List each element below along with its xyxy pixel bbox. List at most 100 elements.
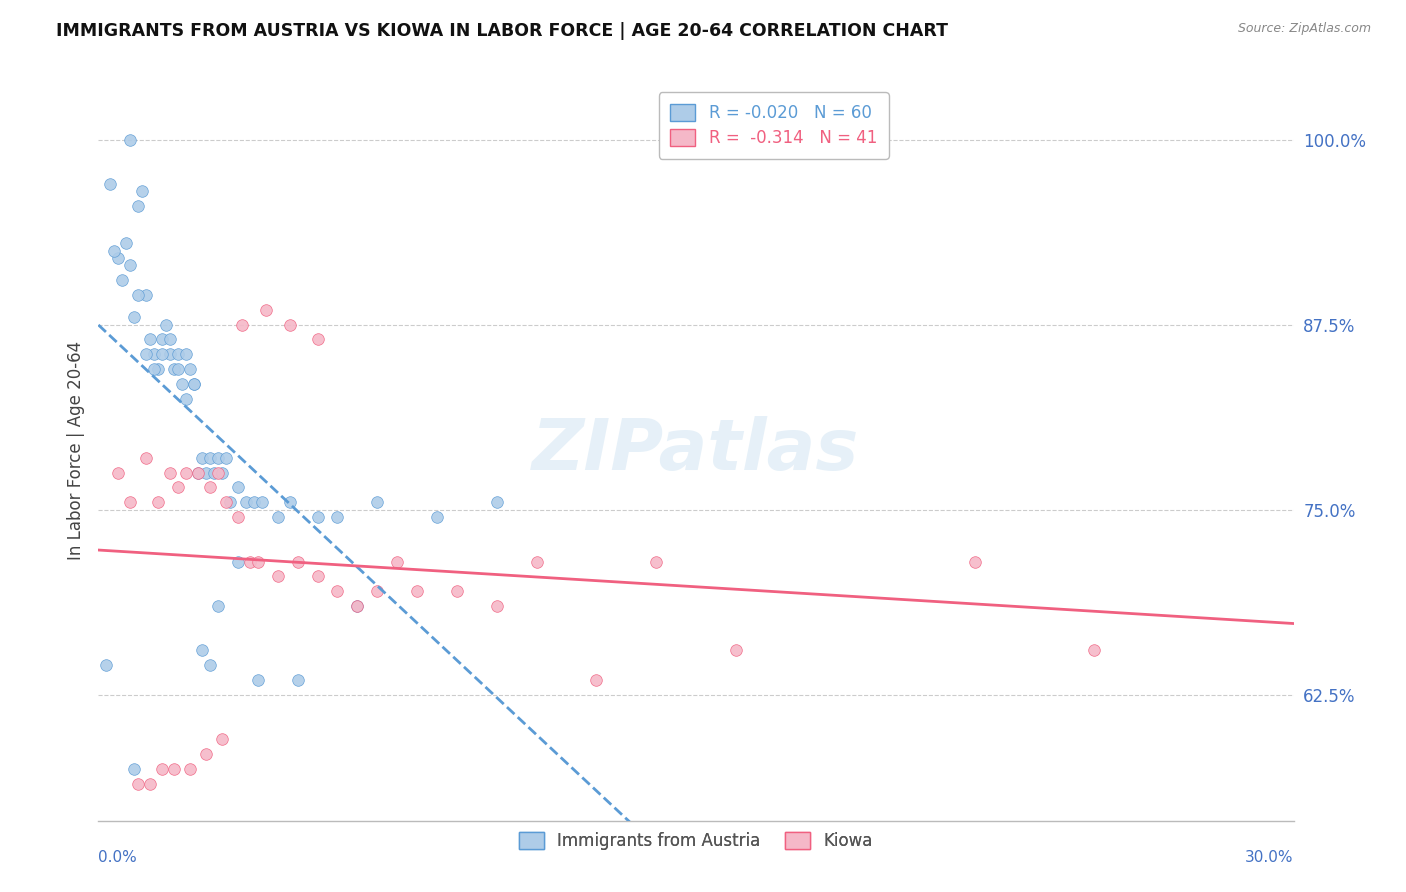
Point: [120, 259, 142, 273]
Point: [366, 584, 388, 599]
Point: [526, 555, 548, 569]
Point: [207, 599, 229, 613]
Point: [246, 673, 269, 687]
Point: [202, 466, 225, 480]
Point: [485, 599, 508, 613]
Point: [139, 777, 162, 791]
Text: 30.0%: 30.0%: [1246, 850, 1294, 865]
Point: [135, 288, 157, 302]
Point: [226, 555, 249, 569]
Point: [385, 555, 409, 569]
Point: [278, 318, 301, 332]
Point: [148, 495, 170, 509]
Point: [226, 481, 249, 495]
Point: [174, 347, 197, 361]
Point: [198, 658, 221, 673]
Point: [406, 584, 429, 599]
Point: [645, 555, 668, 569]
Point: [231, 318, 253, 332]
Point: [150, 333, 173, 347]
Point: [1083, 643, 1105, 657]
Point: [135, 347, 157, 361]
Point: [239, 555, 262, 569]
Point: [485, 495, 508, 509]
Point: [96, 658, 118, 673]
Point: [254, 302, 277, 317]
Point: [103, 244, 125, 258]
Point: [198, 481, 221, 495]
Point: [159, 466, 181, 480]
Point: [195, 747, 218, 761]
Point: [124, 762, 146, 776]
Point: [346, 599, 368, 613]
Point: [207, 466, 229, 480]
Text: 0.0%: 0.0%: [98, 850, 138, 865]
Point: [167, 347, 190, 361]
Point: [127, 199, 149, 213]
Text: IMMIGRANTS FROM AUSTRIA VS KIOWA IN LABOR FORCE | AGE 20-64 CORRELATION CHART: IMMIGRANTS FROM AUSTRIA VS KIOWA IN LABO…: [56, 22, 948, 40]
Point: [215, 495, 238, 509]
Point: [191, 643, 214, 657]
Point: [143, 347, 166, 361]
Point: [174, 392, 197, 406]
Point: [155, 318, 177, 332]
Y-axis label: In Labor Force | Age 20-64: In Labor Force | Age 20-64: [66, 341, 84, 560]
Point: [366, 495, 388, 509]
Point: [446, 584, 468, 599]
Point: [115, 236, 138, 251]
Point: [287, 555, 309, 569]
Point: [426, 510, 449, 524]
Point: [243, 495, 266, 509]
Point: [124, 310, 146, 325]
Point: [183, 376, 205, 391]
Point: [191, 450, 214, 465]
Point: [250, 495, 273, 509]
Point: [963, 555, 986, 569]
Point: [159, 347, 181, 361]
Point: [111, 273, 134, 287]
Point: [267, 510, 290, 524]
Point: [179, 762, 201, 776]
Point: [148, 362, 170, 376]
Point: [246, 555, 269, 569]
Text: ZIPatlas: ZIPatlas: [533, 416, 859, 485]
Point: [346, 599, 368, 613]
Point: [187, 466, 209, 480]
Point: [195, 466, 218, 480]
Point: [163, 762, 186, 776]
Point: [163, 362, 186, 376]
Point: [183, 376, 205, 391]
Point: [107, 251, 129, 265]
Point: [98, 177, 122, 191]
Point: [187, 466, 209, 480]
Point: [139, 333, 162, 347]
Point: [307, 569, 329, 583]
Point: [167, 362, 190, 376]
Point: [226, 510, 249, 524]
Point: [150, 762, 173, 776]
Point: [135, 450, 157, 465]
Point: [150, 347, 173, 361]
Point: [127, 777, 149, 791]
Point: [159, 333, 181, 347]
Point: [179, 362, 201, 376]
Point: [219, 495, 242, 509]
Legend: Immigrants from Austria, Kiowa: Immigrants from Austria, Kiowa: [512, 825, 880, 856]
Point: [172, 376, 194, 391]
Text: Source: ZipAtlas.com: Source: ZipAtlas.com: [1237, 22, 1371, 36]
Point: [174, 466, 197, 480]
Point: [267, 569, 290, 583]
Point: [326, 510, 349, 524]
Point: [198, 450, 221, 465]
Point: [278, 495, 301, 509]
Point: [215, 450, 238, 465]
Point: [120, 495, 142, 509]
Point: [167, 481, 190, 495]
Point: [724, 643, 747, 657]
Point: [235, 495, 257, 509]
Point: [307, 333, 329, 347]
Point: [127, 288, 149, 302]
Point: [287, 673, 309, 687]
Point: [307, 510, 329, 524]
Point: [211, 466, 233, 480]
